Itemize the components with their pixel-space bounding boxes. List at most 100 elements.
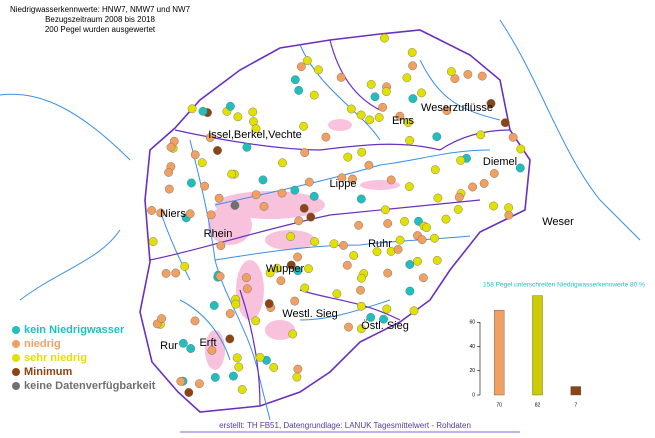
station-dot xyxy=(432,132,442,142)
station-dot xyxy=(265,268,275,278)
station-dot xyxy=(164,167,174,177)
station-dot xyxy=(515,163,525,173)
station-dot xyxy=(370,92,380,102)
station-dot xyxy=(356,324,366,334)
station-dot xyxy=(231,299,241,309)
station-dot xyxy=(477,71,487,81)
station-dot xyxy=(356,110,366,120)
region-label: Wupper xyxy=(266,263,305,275)
station-dot xyxy=(343,152,353,162)
station-dot xyxy=(302,56,312,65)
station-dot xyxy=(237,385,247,394)
station-dot xyxy=(433,193,443,203)
station-dot xyxy=(418,273,428,283)
station-dot xyxy=(407,48,417,57)
station-dot xyxy=(272,263,282,273)
legend: kein Niedrigwasser niedrig sehr niedrig Min… xyxy=(12,324,156,392)
station-dot xyxy=(468,182,477,192)
station-dot xyxy=(194,379,204,389)
station-dot xyxy=(176,376,186,386)
station-dot xyxy=(329,239,339,249)
footer: erstellt: TH FB51, Datengrundlage: LANUK… xyxy=(219,421,471,430)
station-dot xyxy=(405,286,415,296)
station-dot xyxy=(166,142,176,152)
station-dot xyxy=(293,364,303,374)
station-dot xyxy=(304,264,313,274)
region-label: Niers xyxy=(160,208,186,220)
station-dot xyxy=(383,268,393,278)
station-dot xyxy=(225,334,235,344)
legend-label: kein Niedrigwasser xyxy=(24,324,125,336)
station-dot xyxy=(147,206,157,215)
station-dot xyxy=(450,74,460,84)
x-tick-label: 82 xyxy=(535,402,541,408)
station-dot xyxy=(269,362,279,372)
y-tick-label: 0 xyxy=(472,392,475,398)
station-dot xyxy=(200,181,210,191)
station-dot xyxy=(476,130,486,140)
station-dot xyxy=(156,208,166,218)
station-dot xyxy=(309,90,319,100)
station-dot xyxy=(164,184,174,194)
station-dot xyxy=(225,309,235,318)
station-dot xyxy=(403,118,413,127)
legend-swatch xyxy=(12,368,20,376)
station-dot xyxy=(408,94,418,104)
station-dot xyxy=(432,255,442,265)
station-dot xyxy=(349,251,359,260)
station-dot xyxy=(299,121,308,131)
station-dot xyxy=(294,86,304,95)
station-dot xyxy=(393,244,403,254)
bar xyxy=(532,295,543,396)
station-dot xyxy=(395,111,405,121)
station-dot xyxy=(356,273,366,283)
station-dot xyxy=(216,241,226,251)
station-dot xyxy=(422,223,431,233)
header-line: Niedrigwasserkennwerte: HNW7, NMW7 und N… xyxy=(10,5,191,14)
station-dot xyxy=(290,75,300,85)
y-tick-label: 60 xyxy=(469,320,475,326)
station-dot xyxy=(489,169,499,178)
station-dot xyxy=(206,210,216,220)
station-dot xyxy=(386,175,396,185)
region-label: Östl. Sieg xyxy=(361,320,409,332)
station-dot xyxy=(228,371,238,381)
region-label: Ruhr xyxy=(368,238,392,250)
station-dot xyxy=(198,106,208,116)
station-dot xyxy=(294,216,304,226)
station-dot xyxy=(214,193,224,203)
station-dot xyxy=(321,132,331,142)
header-line: Bezugszeitraum 2008 bis 2018 xyxy=(45,15,155,24)
station-dot xyxy=(264,299,274,308)
station-dot xyxy=(290,185,300,195)
station-dot xyxy=(504,203,513,213)
station-dot xyxy=(251,316,261,326)
region-label: Lippe xyxy=(330,178,357,190)
station-dot xyxy=(299,203,309,213)
station-dot xyxy=(292,372,302,382)
station-dot xyxy=(479,178,489,188)
station-dot xyxy=(372,247,382,257)
station-dot xyxy=(186,344,196,353)
station-dot xyxy=(441,214,451,224)
station-dot xyxy=(190,316,200,326)
region-label: Rur xyxy=(160,340,178,352)
station-dot xyxy=(380,205,390,215)
station-dot xyxy=(232,353,242,363)
region-label: Diemel xyxy=(483,156,517,168)
station-dot xyxy=(180,261,190,271)
station-dot xyxy=(430,165,440,175)
station-dot xyxy=(230,200,240,210)
station-dot xyxy=(356,285,365,295)
region-label: Rhein xyxy=(204,228,233,240)
station-dot xyxy=(184,388,194,397)
station-dot xyxy=(354,220,363,230)
station-dot xyxy=(405,136,414,145)
station-dot xyxy=(190,150,200,160)
station-dot xyxy=(489,201,498,211)
station-dot xyxy=(293,266,303,276)
station-dot xyxy=(290,296,300,306)
station-dot xyxy=(186,178,196,188)
station-dot xyxy=(442,106,452,116)
station-dot xyxy=(276,276,286,286)
